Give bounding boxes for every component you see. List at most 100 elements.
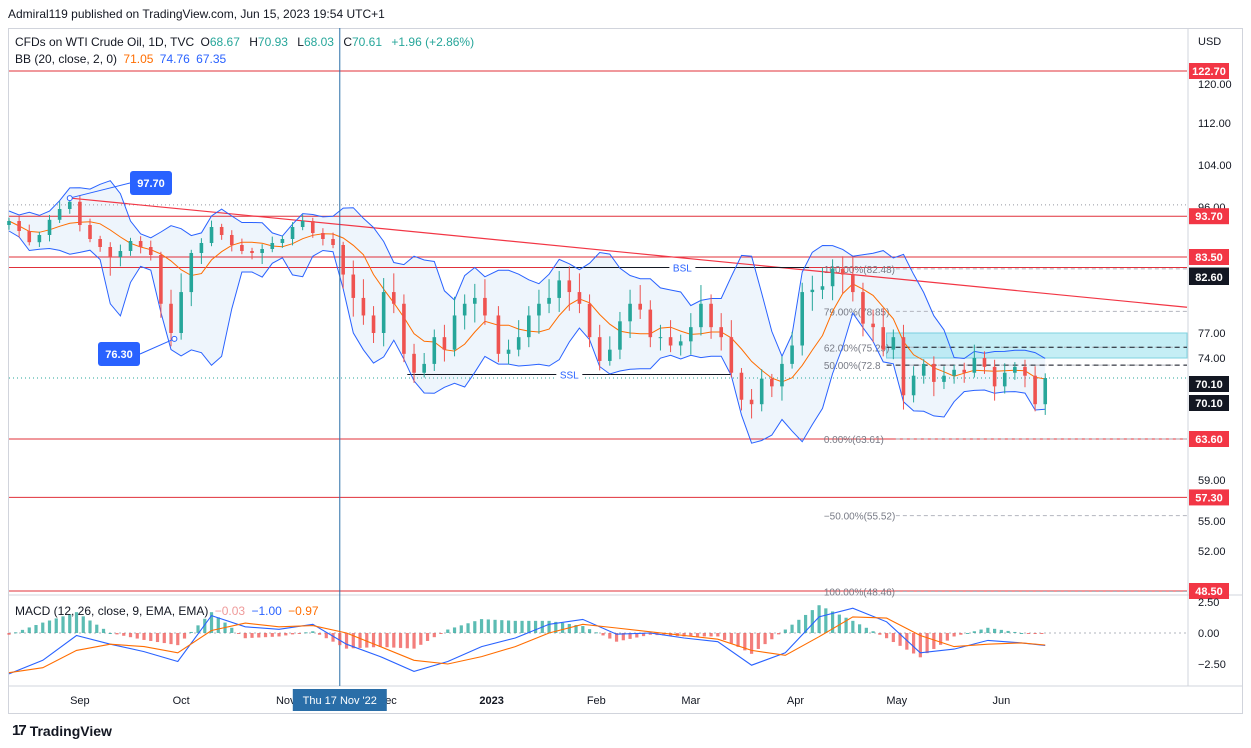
macd-hist-bar xyxy=(533,620,538,633)
macd-hist-bar xyxy=(506,620,511,633)
candle-body xyxy=(412,353,416,373)
level-label-bg-2 xyxy=(1189,249,1229,265)
macd-hist-bar xyxy=(952,633,956,637)
macd-hist-bar xyxy=(554,621,558,633)
candle-body xyxy=(496,315,501,354)
candle-body xyxy=(159,255,163,304)
macd-hist-bar xyxy=(338,633,342,646)
macd-hist-bar xyxy=(108,633,112,634)
macd-hist-bar xyxy=(149,633,153,641)
macd-hist-bar xyxy=(41,622,45,633)
macd-hist-bar xyxy=(54,618,58,633)
macd-hist-bar xyxy=(155,633,160,643)
currency-label: USD xyxy=(1198,36,1221,48)
macd-hist-bar xyxy=(783,629,787,633)
candle-body xyxy=(422,363,426,373)
fib-label-3: 50.00%(72.8 xyxy=(824,361,881,372)
macd-hist-bar xyxy=(736,633,740,647)
candle-body xyxy=(648,309,653,338)
macd-hist-bar xyxy=(385,633,389,648)
macd-hist-bar xyxy=(628,633,632,639)
fib-label-2: 62.00%(75.29) xyxy=(824,343,890,354)
macd-hist-bar xyxy=(304,632,308,634)
macd-hist-bar xyxy=(324,633,328,639)
candle-body xyxy=(432,337,437,364)
macd-hist-bar xyxy=(378,633,382,647)
trend-line xyxy=(69,197,1188,308)
macd-hist-bar xyxy=(230,627,234,633)
candle-body xyxy=(290,227,295,239)
macd-hist-bar xyxy=(209,612,214,633)
macd-hist-bar xyxy=(695,633,700,637)
candle-body xyxy=(1043,378,1048,405)
liquidity-label-bg-ssl xyxy=(556,367,583,381)
candle-body xyxy=(678,341,683,346)
candle-body xyxy=(800,292,805,346)
tradingview-logo[interactable]: 17 TradingView xyxy=(12,722,112,739)
candle-body xyxy=(371,315,376,333)
candle-body xyxy=(942,375,946,382)
fib-label-0: 100.00%(82.48) xyxy=(824,265,895,276)
candle-body xyxy=(861,292,865,324)
macd-hist-bar xyxy=(635,633,639,638)
candle-body xyxy=(891,337,896,350)
macd-hist-bar xyxy=(979,629,983,633)
legend-bollinger: BB (20, close, 2, 0) 71.05 74.76 67.35 xyxy=(15,52,229,66)
macd-hist-bar xyxy=(959,633,963,635)
candle-body xyxy=(952,369,956,376)
macd-hist-bar xyxy=(243,633,247,639)
candle-body xyxy=(689,327,693,342)
legend-macd: MACD (12, 26, close, 9, EMA, EMA) −0.03 … xyxy=(15,604,322,618)
candle-body xyxy=(911,375,916,396)
candle-body xyxy=(452,315,457,350)
candle-body xyxy=(462,303,467,316)
callout-box-1 xyxy=(98,342,140,366)
macd-hist-bar xyxy=(392,633,396,648)
macd-hist-bar xyxy=(918,633,922,658)
tradingview-logo-icon: 17 xyxy=(12,722,27,739)
candle-body xyxy=(820,286,825,290)
crosshair-date-bg xyxy=(292,689,387,711)
time-tick-feb: Feb xyxy=(587,695,606,707)
macd-hist-bar xyxy=(662,633,666,636)
macd-hist-bar xyxy=(486,619,490,633)
macd-hist-bar xyxy=(473,621,477,633)
legend-o: 68.67 xyxy=(209,35,240,49)
fib-label-1: 79.00%(78.85) xyxy=(824,307,890,318)
macd-hist-bar xyxy=(398,633,403,648)
candle-body xyxy=(790,345,794,364)
level-label-1: 93.70 xyxy=(1195,211,1223,223)
macd-hist-bar xyxy=(88,620,92,633)
price-label-0: 70.10 xyxy=(1195,379,1223,391)
macd-hist-bar xyxy=(284,633,288,636)
candle-body xyxy=(118,251,123,257)
candle-body xyxy=(138,241,143,247)
price-tick-2: 104.00 xyxy=(1198,160,1232,172)
level-label-bg-4 xyxy=(1189,431,1229,447)
candle-body xyxy=(921,363,926,376)
macd-hist-bar xyxy=(884,633,889,639)
macd-hist-bar xyxy=(331,633,335,642)
macd-hist-bar xyxy=(851,620,855,633)
macd-hist-bar xyxy=(682,633,686,637)
macd-hist-bar xyxy=(236,633,241,634)
macd-hist-bar xyxy=(520,620,524,633)
macd-hist-bar xyxy=(74,612,79,633)
macd-hist-bar xyxy=(142,633,146,640)
macd-tick-0: 2.50 xyxy=(1198,597,1219,609)
macd-hist-bar xyxy=(14,632,18,634)
candle-body xyxy=(608,349,612,361)
liquidity-label-ssl: SSL xyxy=(560,371,579,382)
macd-hist-bar xyxy=(452,627,457,633)
candle-body xyxy=(1033,375,1037,405)
level-label-0: 122.70 xyxy=(1192,66,1226,78)
fib-label-4: 0.00%(63.61) xyxy=(824,435,884,446)
macd-hist-bar xyxy=(932,633,936,649)
macd-hist-bar xyxy=(419,633,423,645)
macd-hist-bar xyxy=(993,628,997,633)
callout-box-0 xyxy=(130,171,172,195)
macd-hist-bar xyxy=(493,619,497,633)
candle-body xyxy=(628,303,632,322)
candle-body xyxy=(577,292,582,304)
